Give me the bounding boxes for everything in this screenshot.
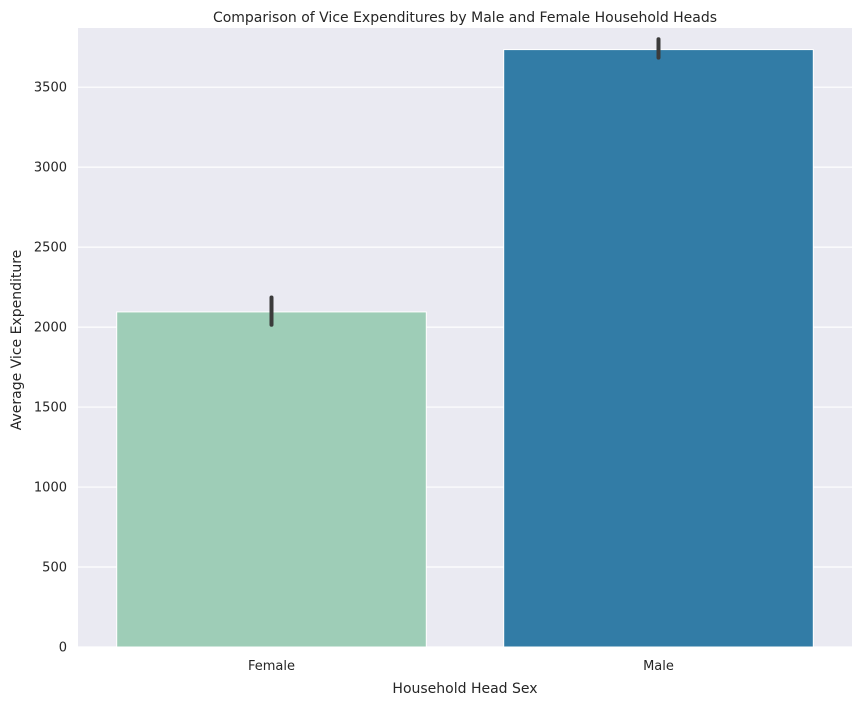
chart-title: Comparison of Vice Expenditures by Male … — [213, 10, 717, 26]
x-tick-label-male: Male — [643, 659, 674, 674]
x-axis-label: Household Head Sex — [392, 681, 537, 697]
y-tick-label: 2500 — [34, 241, 67, 256]
y-tick-label: 500 — [42, 561, 67, 576]
y-axis-label: Average Vice Expenditure — [9, 250, 25, 431]
bars — [116, 49, 814, 648]
bar-male — [503, 49, 814, 648]
y-tick-label: 3500 — [34, 81, 67, 96]
y-tick-label: 1500 — [34, 401, 67, 416]
y-tick-label: 2000 — [34, 321, 67, 336]
y-tick-label: 3000 — [34, 161, 67, 176]
bar-female — [116, 311, 427, 648]
x-tick-label-female: Female — [248, 659, 295, 674]
y-axis-ticks: 0 500 1000 1500 2000 2500 3000 3500 — [34, 81, 67, 656]
y-tick-label: 0 — [59, 641, 67, 656]
error-bars — [269, 37, 661, 327]
x-axis-ticks: Female Male — [248, 659, 674, 674]
y-tick-label: 1000 — [34, 481, 67, 496]
